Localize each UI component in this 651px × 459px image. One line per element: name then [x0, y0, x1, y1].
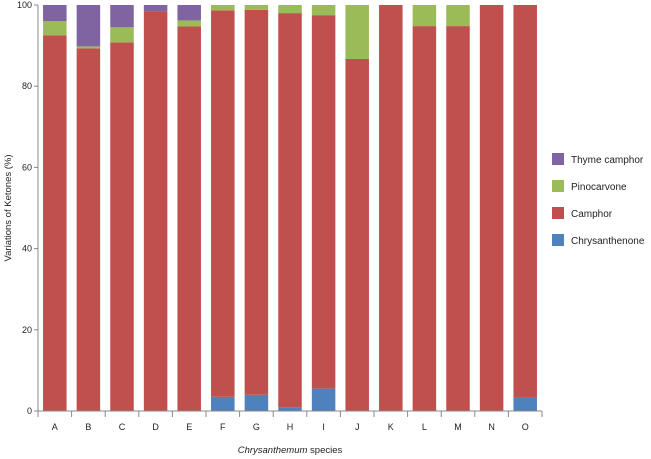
legend-swatch-chrysanthenone — [552, 234, 564, 246]
x-tick-label-E: E — [186, 422, 192, 432]
legend-label-camphor: Camphor — [571, 209, 613, 220]
bar-O-chrysanthenone — [513, 397, 537, 411]
y-tick-label: 60 — [22, 162, 32, 172]
bar-H-camphor — [278, 13, 302, 408]
bar-I-camphor — [311, 15, 336, 389]
bar-I-pinocarvone — [311, 5, 336, 16]
bar-J-pinocarvone — [345, 5, 369, 59]
bar-L-pinocarvone — [412, 5, 437, 27]
bar-G-pinocarvone — [244, 5, 269, 10]
x-axis-title-rest: species — [307, 445, 342, 456]
bar-L-camphor — [412, 26, 437, 412]
legend-label-pinocarvone: Pinocarvone — [571, 182, 627, 193]
bar-B-thyme-camphor — [76, 5, 101, 47]
x-tick-label-J: J — [355, 422, 360, 432]
bar-B-pinocarvone — [76, 46, 101, 49]
bar-E-thyme-camphor — [177, 5, 201, 21]
bar-C-camphor — [110, 42, 134, 411]
bar-A-pinocarvone — [43, 21, 67, 36]
bar-B-camphor — [76, 48, 101, 411]
x-tick-label-A: A — [52, 422, 58, 432]
x-tick-label-C: C — [119, 422, 126, 432]
bar-C-thyme-camphor — [110, 5, 134, 28]
bar-N-camphor — [479, 5, 504, 411]
x-tick-label-H: H — [287, 422, 294, 432]
legend-swatch-thyme-camphor — [552, 153, 564, 165]
bar-F-pinocarvone — [211, 5, 235, 11]
bar-O-camphor — [513, 5, 537, 398]
y-ticks-group: 0 20 40 60 80 100 — [17, 0, 38, 416]
y-tick-label: 40 — [22, 244, 32, 254]
legend-swatch-camphor — [552, 207, 564, 219]
axes-group — [37, 5, 542, 412]
legend-swatch-pinocarvone — [552, 180, 564, 192]
x-tick-label-L: L — [422, 422, 427, 432]
y-axis-title: Variations of Ketones (%) — [3, 154, 14, 261]
bar-D-thyme-camphor — [143, 5, 168, 12]
x-ticks-group: A B C D E F G H I J K L M N O — [37, 411, 543, 432]
x-axis-title-italic: Chrysanthemum — [238, 445, 308, 456]
bar-I-chrysanthenone — [311, 388, 336, 411]
bar-C-pinocarvone — [110, 27, 134, 43]
x-tick-label-D: D — [152, 422, 159, 432]
bar-D-camphor — [143, 11, 168, 412]
bar-A-thyme-camphor — [43, 5, 67, 22]
x-tick-label-N: N — [488, 422, 495, 432]
x-tick-label-O: O — [522, 422, 529, 432]
bar-E-camphor — [177, 26, 201, 412]
x-tick-label-B: B — [85, 422, 91, 432]
bar-F-chrysanthenone — [211, 396, 235, 411]
bar-H-chrysanthenone — [278, 407, 302, 411]
bar-M-camphor — [446, 26, 470, 412]
y-tick-label: 0 — [27, 406, 32, 416]
bar-J-camphor — [345, 59, 369, 411]
x-tick-label-K: K — [388, 422, 394, 432]
x-tick-label-I: I — [322, 422, 325, 432]
legend: Thyme camphor Pinocarvone Camphor Chrysanth… — [552, 153, 645, 247]
bars-group — [43, 5, 537, 412]
legend-label-thyme-camphor: Thyme camphor — [571, 155, 644, 166]
y-tick-label: 20 — [22, 325, 32, 335]
bar-H-pinocarvone — [278, 5, 302, 14]
y-tick-label: 80 — [22, 81, 32, 91]
bar-G-camphor — [244, 9, 269, 395]
legend-label-chrysanthenone: Chrysanthenone — [571, 236, 645, 247]
x-tick-label-F: F — [220, 422, 226, 432]
y-tick-label: 100 — [17, 0, 32, 10]
bar-M-pinocarvone — [446, 5, 470, 27]
bar-A-camphor — [43, 35, 67, 411]
bar-G-chrysanthenone — [244, 394, 269, 411]
x-tick-label-G: G — [253, 422, 260, 432]
bar-K-camphor — [379, 5, 403, 411]
x-axis-title: Chrysanthemum species — [238, 445, 343, 456]
bar-F-camphor — [211, 10, 235, 397]
bar-E-pinocarvone — [177, 20, 201, 27]
x-tick-label-M: M — [454, 422, 462, 432]
